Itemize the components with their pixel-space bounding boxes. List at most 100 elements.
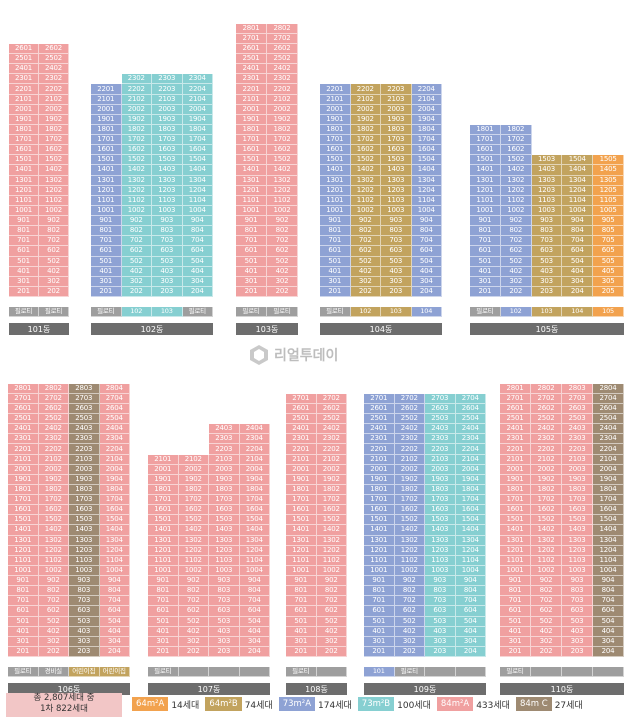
ground-floor-cell	[562, 667, 593, 678]
legend-item: 73m²A 174세대	[278, 697, 352, 711]
unit-cell: 1203	[209, 545, 240, 556]
unit-cell: 202	[267, 286, 298, 297]
unit-cell: 2002	[531, 464, 562, 475]
unit-cell: 2103	[209, 454, 240, 465]
unit-cell: 901	[236, 216, 267, 227]
unit-cell: 903	[209, 576, 240, 587]
unit-cell: 2601	[286, 404, 317, 415]
ground-floor-cell	[455, 667, 486, 678]
unit-cell: 704	[455, 596, 486, 607]
unit-cell: 601	[364, 606, 395, 617]
unit-cell: 2704	[99, 393, 130, 404]
unit-cell: 1201	[286, 545, 317, 556]
unit-cell: 1202	[500, 185, 532, 196]
unit-cell: 803	[69, 586, 100, 597]
unit-cell: 1302	[531, 535, 562, 546]
unit-cell: 1403	[69, 525, 100, 536]
unit-cell: 801	[320, 226, 351, 237]
unit-cell: 902	[39, 216, 69, 227]
unit-cell: 1001	[236, 205, 267, 217]
unit-cell: 1802	[38, 484, 69, 496]
unit-cell: 2404	[239, 424, 270, 435]
unit-cell: 1002	[500, 205, 532, 217]
unit-cell: 1603	[381, 145, 412, 156]
unit-cell: 402	[394, 626, 425, 637]
unit-cell: 2101	[148, 454, 179, 465]
unit-cell: 1501	[364, 515, 395, 526]
unit-cell: 2602	[267, 44, 298, 55]
unit-cell: 2402	[38, 424, 69, 435]
unit-cell: 1403	[381, 165, 412, 176]
unit-cell: 302	[531, 636, 562, 647]
unit-cell: 2202	[267, 84, 298, 95]
unit-cell: 1302	[394, 535, 425, 546]
unit-cell: 2804	[593, 383, 624, 394]
building-label: 108동	[286, 683, 347, 696]
unit-cell: 702	[38, 596, 69, 607]
unit-cell: 402	[500, 266, 532, 277]
unit-cell: 402	[350, 266, 381, 277]
unit-cell: 1604	[593, 505, 624, 516]
unit-cell: 201	[236, 286, 267, 297]
total-households-box: 총 2,807세대 중 1차 822세대	[6, 693, 122, 717]
ground-floor-cell: 필로티	[267, 307, 298, 318]
unit-cell: 1004	[411, 205, 442, 217]
unit-cell: 1102	[38, 555, 69, 566]
ground-floor-cell: 필로티	[320, 307, 351, 318]
unit-cell: 302	[38, 636, 69, 647]
unit-cell: 502	[394, 616, 425, 627]
unit-cell: 1303	[381, 175, 412, 186]
unit-cell: 1001	[9, 205, 39, 217]
unit-cell: 2601	[236, 44, 267, 55]
unit-cell: 2302	[316, 434, 347, 445]
unit-cell: 1202	[394, 545, 425, 556]
unit-cell: 1801	[364, 484, 395, 496]
unit-cell: 1402	[267, 165, 298, 176]
unit-cell: 601	[286, 606, 317, 617]
unit-cell: 2204	[99, 444, 130, 455]
unit-cell: 1104	[562, 195, 594, 206]
unit-cell: 301	[91, 276, 122, 287]
unit-cell: 401	[470, 266, 501, 277]
unit-cell: 2002	[38, 464, 69, 475]
legend-count: 100세대	[397, 700, 431, 711]
unit-cell: 2004	[411, 104, 442, 115]
unit-cell: 1002	[316, 565, 347, 577]
ground-floor-cell: 필로티	[236, 307, 267, 318]
unit-cell: 203	[152, 286, 183, 297]
unit-cell: 203	[562, 646, 593, 657]
legend-item: 84m C 27세대	[515, 697, 583, 711]
unit-cell: 2204	[593, 444, 624, 455]
unit-cell: 1601	[148, 505, 179, 516]
unit-cell: 1101	[470, 195, 501, 206]
unit-cell: 2001	[500, 464, 531, 475]
unit-cell: 2104	[411, 94, 442, 105]
unit-cell: 302	[178, 636, 209, 647]
unit-cell: 1302	[121, 175, 152, 186]
legend-count: 433세대	[476, 700, 510, 711]
unit-cell: 2302	[39, 74, 69, 85]
unit-cell: 1602	[38, 505, 69, 516]
unit-cell: 503	[425, 616, 456, 627]
unit-cell: 203	[531, 286, 563, 297]
unit-cell: 404	[99, 626, 130, 637]
unit-cell: 1301	[364, 535, 395, 546]
unit-cell: 804	[411, 226, 442, 237]
unit-cell: 1204	[411, 185, 442, 196]
unit-cell: 1603	[425, 505, 456, 516]
unit-cell: 302	[39, 276, 69, 287]
unit-cell: 801	[8, 586, 39, 597]
ground-floor-cell: 필로티	[470, 307, 501, 318]
unit-cell: 904	[182, 216, 213, 227]
unit-cell: 702	[267, 236, 298, 247]
unit-cell: 2501	[286, 414, 317, 425]
unit-cell: 402	[178, 626, 209, 637]
ground-floor-cell: 필로티	[8, 667, 39, 678]
unit-cell: 1301	[236, 175, 267, 186]
unit-cell: 2802	[531, 383, 562, 394]
legend-swatch: 84m²A	[436, 697, 474, 711]
unit-cell: 702	[500, 236, 532, 247]
unit-cell: 902	[267, 216, 298, 227]
unit-cell: 902	[500, 216, 532, 227]
